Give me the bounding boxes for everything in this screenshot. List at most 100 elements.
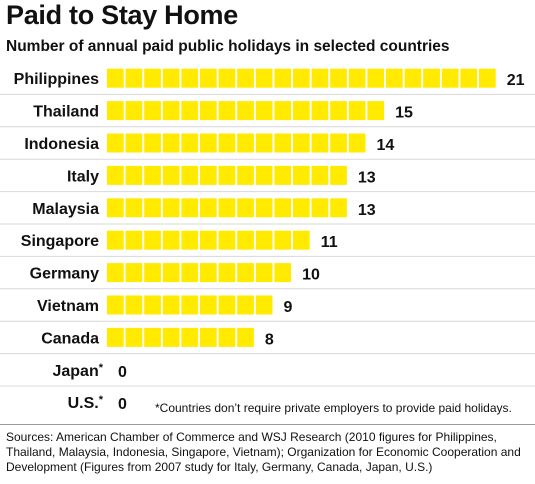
bar-segment-malaysia bbox=[125, 198, 143, 218]
bar-segment-italy bbox=[162, 165, 180, 185]
bar-segment-thailand bbox=[293, 101, 310, 121]
bar-segment-thailand bbox=[311, 101, 329, 121]
bar-segment-italy bbox=[181, 165, 199, 185]
value-label-germany: 10 bbox=[302, 267, 320, 284]
bar-segment-philippines bbox=[200, 68, 217, 88]
bar-segment-philippines bbox=[293, 68, 310, 88]
bar-segment-indonesia bbox=[181, 133, 199, 153]
bar-segment-singapore bbox=[255, 230, 273, 250]
bar-segment-malaysia bbox=[274, 198, 292, 218]
bar-segment-thailand bbox=[162, 101, 180, 121]
category-label-germany: Germany bbox=[30, 266, 99, 283]
bar-segment-thailand bbox=[181, 101, 199, 121]
bar-segment-philippines bbox=[367, 68, 385, 88]
bar-segment-italy bbox=[218, 165, 236, 185]
bar-segment-thailand bbox=[237, 101, 254, 121]
category-label-canada: Canada bbox=[41, 330, 99, 347]
bar-segment-italy bbox=[144, 165, 161, 185]
bar-segment-philippines bbox=[348, 68, 366, 88]
value-label-philippines: 21 bbox=[507, 72, 525, 89]
bar-segment-canada bbox=[200, 327, 217, 347]
bar-segment-singapore bbox=[237, 230, 254, 250]
bar-segment-singapore bbox=[218, 230, 236, 250]
bar-segment-italy bbox=[237, 165, 254, 185]
bar-segment-thailand bbox=[367, 101, 385, 121]
category-label-indonesia: Indonesia bbox=[24, 136, 99, 153]
bar-segment-vietnam bbox=[200, 295, 217, 315]
bar-segment-indonesia bbox=[330, 133, 347, 153]
bar-segment-indonesia bbox=[125, 133, 143, 153]
bar-segment-italy bbox=[293, 165, 310, 185]
bar-segment-italy bbox=[200, 165, 217, 185]
bar-segment-malaysia bbox=[144, 198, 161, 218]
bar-segment-malaysia bbox=[255, 198, 273, 218]
category-label-italy: Italy bbox=[67, 168, 99, 185]
bar-segment-indonesia bbox=[237, 133, 254, 153]
value-label-indonesia: 14 bbox=[377, 137, 395, 154]
bar-segment-singapore bbox=[181, 230, 199, 250]
bar-chart: Philippines 21 Thailand 15 Indonesia 14 Italy 1… bbox=[0, 62, 535, 418]
category-label-japan: Japan* bbox=[52, 362, 103, 380]
bar-segment-thailand bbox=[348, 101, 366, 121]
divider-rule bbox=[0, 424, 535, 425]
bar-segment-germany bbox=[181, 263, 199, 283]
bar-segment-canada bbox=[144, 327, 161, 347]
bar-segment-germany bbox=[274, 263, 292, 283]
bar-segment-singapore bbox=[144, 230, 161, 250]
footnote: *Countries don’t require private employe… bbox=[155, 401, 512, 415]
bar-segment-vietnam bbox=[237, 295, 254, 315]
bar-segment-italy bbox=[125, 165, 143, 185]
bar-segment-malaysia bbox=[162, 198, 180, 218]
bar-segment-thailand bbox=[144, 101, 161, 121]
bar-segment-canada bbox=[218, 327, 236, 347]
bar-segment-philippines bbox=[404, 68, 422, 88]
chart-svg: Philippines 21 Thailand 15 Indonesia 14 Italy 1… bbox=[0, 68, 535, 413]
bar-segment-philippines bbox=[311, 68, 329, 88]
bar-segment-philippines bbox=[423, 68, 440, 88]
value-label-japan: 0 bbox=[118, 364, 127, 381]
bar-segment-thailand bbox=[218, 101, 236, 121]
bar-segment-vietnam bbox=[162, 295, 180, 315]
chart-subtitle: Number of annual paid public holidays in… bbox=[6, 38, 450, 55]
bar-segment-singapore bbox=[107, 230, 124, 250]
bar-segment-singapore bbox=[293, 230, 310, 250]
bar-segment-canada bbox=[162, 327, 180, 347]
category-label-thailand: Thailand bbox=[33, 104, 99, 121]
bar-segment-indonesia bbox=[200, 133, 217, 153]
bar-segment-philippines bbox=[274, 68, 292, 88]
chart-title: Paid to Stay Home bbox=[6, 0, 238, 30]
bar-segment-germany bbox=[200, 263, 217, 283]
bar-segment-thailand bbox=[200, 101, 217, 121]
bar-segment-singapore bbox=[200, 230, 217, 250]
value-label-italy: 13 bbox=[358, 169, 376, 186]
bar-segment-philippines bbox=[460, 68, 478, 88]
bar-segment-malaysia bbox=[311, 198, 329, 218]
bar-segment-italy bbox=[274, 165, 292, 185]
bar-segment-philippines bbox=[162, 68, 180, 88]
bar-segment-philippines bbox=[237, 68, 254, 88]
value-label-singapore: 11 bbox=[321, 234, 338, 251]
bar-segment-philippines bbox=[479, 68, 496, 88]
category-label-u-s: U.S.* bbox=[68, 394, 104, 412]
bar-segment-philippines bbox=[330, 68, 347, 88]
bar-segment-indonesia bbox=[348, 133, 366, 153]
bar-segment-canada bbox=[237, 327, 254, 347]
bar-segment-malaysia bbox=[330, 198, 347, 218]
bar-segment-indonesia bbox=[293, 133, 310, 153]
bar-segment-thailand bbox=[125, 101, 143, 121]
bar-segment-malaysia bbox=[181, 198, 199, 218]
bar-segment-vietnam bbox=[255, 295, 273, 315]
category-label-philippines: Philippines bbox=[14, 71, 99, 88]
bar-segment-singapore bbox=[125, 230, 143, 250]
bar-segment-thailand bbox=[255, 101, 273, 121]
bar-segment-indonesia bbox=[311, 133, 329, 153]
bar-segment-philippines bbox=[255, 68, 273, 88]
bar-segment-philippines bbox=[107, 68, 124, 88]
value-label-thailand: 15 bbox=[395, 105, 413, 122]
bar-segment-philippines bbox=[441, 68, 459, 88]
bar-segment-indonesia bbox=[162, 133, 180, 153]
bar-segment-malaysia bbox=[200, 198, 217, 218]
bar-segment-malaysia bbox=[107, 198, 124, 218]
value-label-vietnam: 9 bbox=[284, 299, 293, 316]
bar-segment-canada bbox=[125, 327, 143, 347]
